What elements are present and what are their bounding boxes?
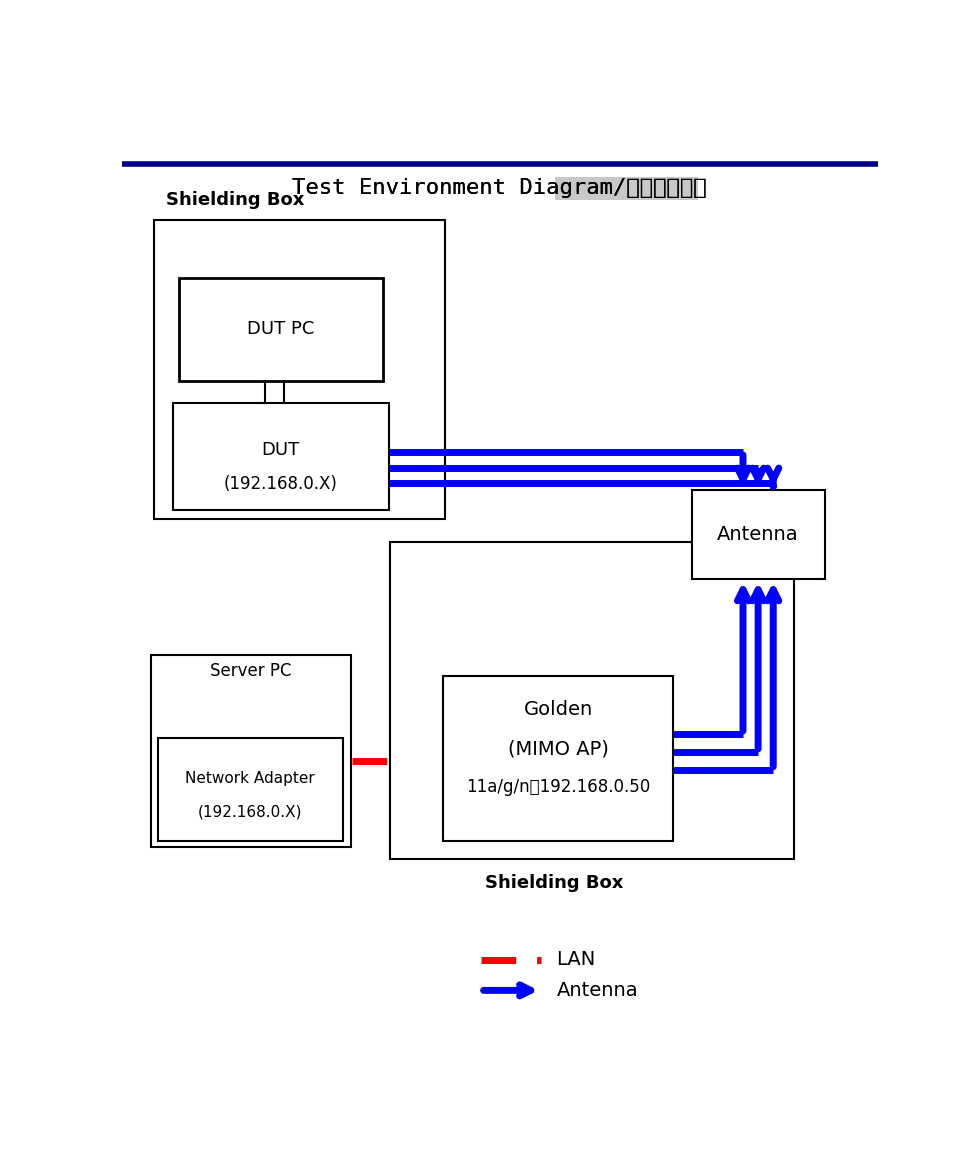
Bar bbox=[178, 277, 382, 381]
Bar bbox=[154, 219, 445, 519]
FancyBboxPatch shape bbox=[555, 176, 698, 200]
Text: (192.168.0.X): (192.168.0.X) bbox=[223, 475, 337, 493]
Text: Golden: Golden bbox=[524, 700, 593, 719]
Text: Shielding Box: Shielding Box bbox=[485, 874, 623, 892]
Bar bbox=[443, 676, 674, 841]
Bar bbox=[174, 403, 389, 511]
Text: DUT PC: DUT PC bbox=[247, 319, 314, 338]
Bar bbox=[692, 490, 825, 579]
Bar bbox=[150, 655, 351, 848]
Text: DUT: DUT bbox=[261, 441, 299, 460]
Bar bbox=[158, 738, 343, 841]
Text: LAN: LAN bbox=[557, 951, 596, 969]
Text: Antenna: Antenna bbox=[718, 525, 799, 545]
Text: Server PC: Server PC bbox=[210, 662, 292, 680]
Bar bbox=[390, 541, 795, 859]
Text: (MIMO AP): (MIMO AP) bbox=[508, 740, 609, 758]
Text: (192.168.0.X): (192.168.0.X) bbox=[198, 805, 302, 819]
Text: 11a/g/n：192.168.0.50: 11a/g/n：192.168.0.50 bbox=[466, 778, 650, 796]
Text: Test Environment Diagram/測試環境圖示: Test Environment Diagram/測試環境圖示 bbox=[292, 179, 707, 199]
Text: Test Environment Diagram/測試環境圖示: Test Environment Diagram/測試環境圖示 bbox=[292, 179, 707, 199]
Text: Antenna: Antenna bbox=[557, 981, 638, 1000]
Text: Network Adapter: Network Adapter bbox=[185, 771, 315, 786]
Text: Shielding Box: Shielding Box bbox=[166, 192, 304, 209]
